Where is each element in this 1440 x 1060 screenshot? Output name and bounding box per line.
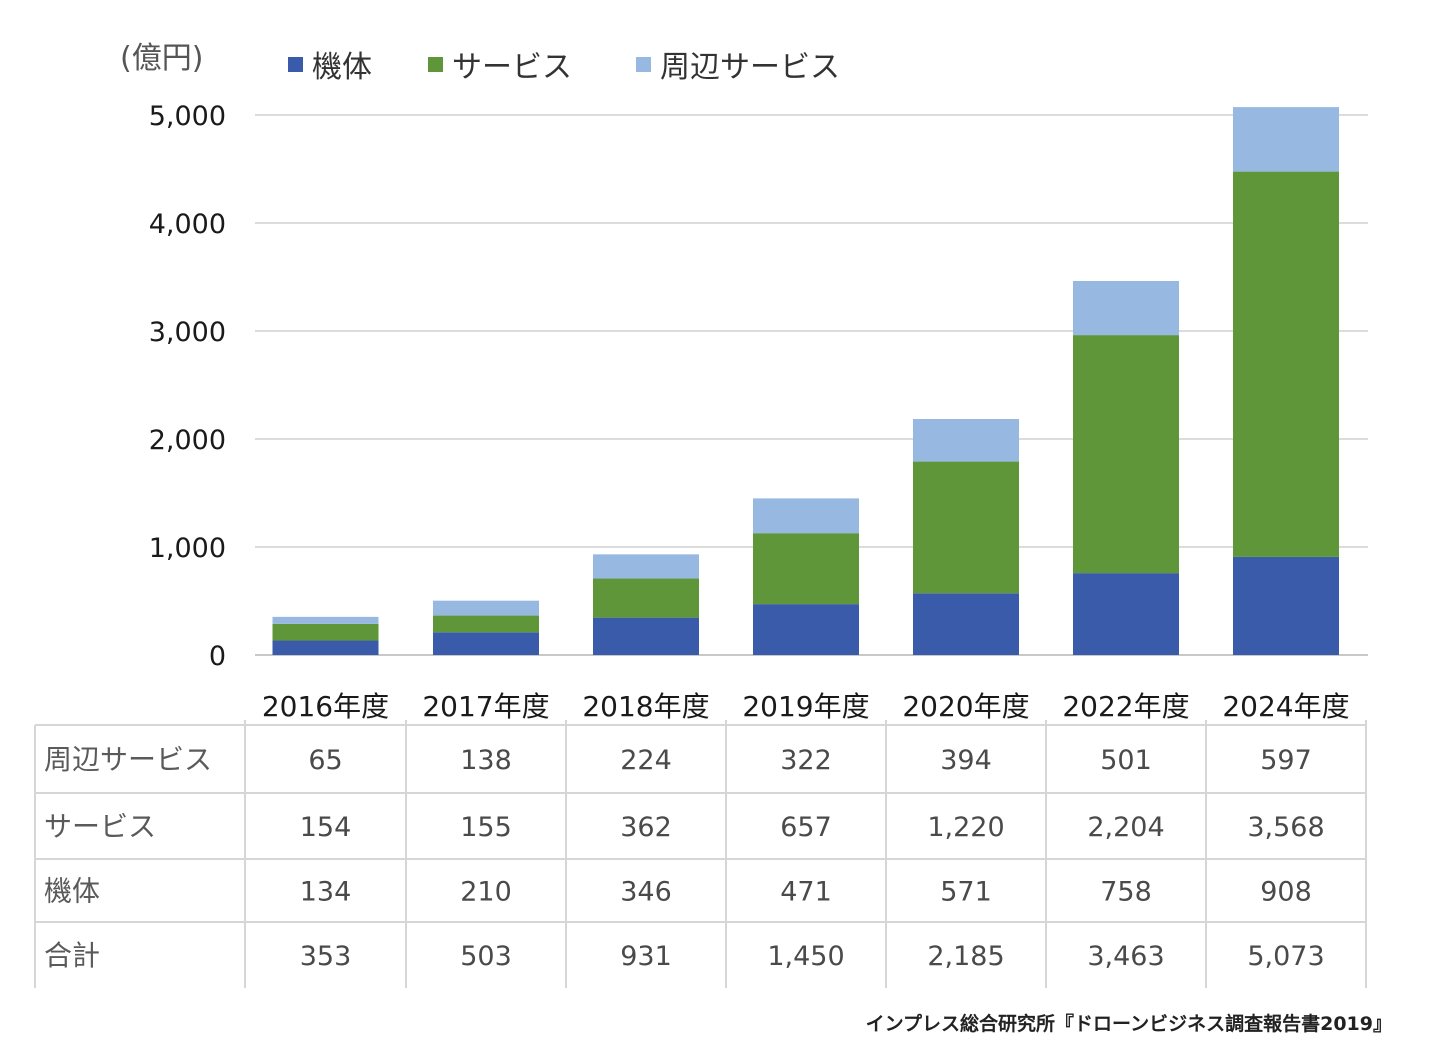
x-category-label: 2022年度 bbox=[1062, 690, 1189, 723]
table-cell: 224 bbox=[620, 745, 672, 776]
table-row-header: サービス bbox=[44, 810, 156, 843]
legend-swatch bbox=[288, 57, 303, 72]
table-row-header: 機体 bbox=[44, 875, 100, 908]
y-tick-label: 2,000 bbox=[149, 425, 226, 456]
table-cell: 210 bbox=[460, 877, 512, 908]
table-cell: 138 bbox=[460, 745, 512, 776]
x-category-label: 2018年度 bbox=[582, 690, 709, 723]
bar-segment bbox=[593, 554, 699, 579]
bar-segment bbox=[433, 615, 539, 633]
bar-segment bbox=[272, 623, 379, 641]
table-cell: 758 bbox=[1100, 877, 1152, 908]
y-tick-label: 0 bbox=[209, 641, 226, 672]
table-cell: 597 bbox=[1260, 745, 1312, 776]
bar-segment bbox=[1073, 573, 1179, 655]
table-cell: 2,204 bbox=[1087, 812, 1164, 843]
table-row-header: 周辺サービス bbox=[44, 743, 212, 776]
y-tick-label: 4,000 bbox=[149, 209, 226, 240]
bar-segment bbox=[913, 419, 1019, 462]
table-cell: 394 bbox=[940, 745, 992, 776]
bar-segment bbox=[1073, 335, 1179, 574]
x-category-label: 2019年度 bbox=[742, 690, 869, 723]
legend-label: サービス bbox=[452, 50, 572, 85]
y-axis-unit-label: (億円) bbox=[120, 41, 203, 76]
legend-swatch bbox=[636, 57, 651, 72]
table-cell: 1,450 bbox=[767, 941, 844, 972]
table-cell: 471 bbox=[780, 877, 832, 908]
bar-segment bbox=[753, 604, 859, 655]
table-cell: 503 bbox=[460, 941, 512, 972]
legend-swatch bbox=[428, 57, 443, 72]
table-cell: 657 bbox=[780, 812, 832, 843]
x-axis-categories: 2016年度 2017年度 2018年度 2019年度 2020年度 2022年度 2024… bbox=[262, 690, 1350, 723]
bar-segment bbox=[433, 600, 539, 616]
table-cell: 3,463 bbox=[1087, 941, 1164, 972]
y-tick-label: 3,000 bbox=[149, 317, 226, 348]
bar-segment bbox=[272, 640, 379, 655]
bar-segment bbox=[593, 617, 699, 655]
gridlines bbox=[255, 114, 1368, 656]
table-cell: 154 bbox=[300, 812, 352, 843]
bar-segment bbox=[1233, 107, 1339, 172]
bar-segment bbox=[753, 498, 859, 534]
bar-segment bbox=[1073, 280, 1179, 336]
bar-segment bbox=[433, 632, 539, 655]
y-axis-ticks: 0 1,000 2,000 3,000 4,000 5,000 bbox=[149, 101, 226, 672]
x-category-label: 2016年度 bbox=[262, 690, 389, 723]
bar-segment bbox=[753, 533, 859, 605]
table-cell: 3,568 bbox=[1247, 812, 1324, 843]
bar-segment bbox=[913, 593, 1019, 655]
y-tick-label: 1,000 bbox=[149, 533, 226, 564]
y-tick-label: 5,000 bbox=[149, 101, 226, 132]
bar-segment bbox=[593, 578, 699, 618]
x-category-label: 2017年度 bbox=[422, 690, 549, 723]
x-category-label: 2020年度 bbox=[902, 690, 1029, 723]
bars bbox=[272, 107, 1339, 655]
x-category-label: 2024年度 bbox=[1222, 690, 1349, 723]
bar-segment bbox=[272, 616, 379, 624]
table-cell: 362 bbox=[620, 812, 672, 843]
table-cell: 346 bbox=[620, 877, 672, 908]
bar-segment bbox=[1233, 171, 1339, 557]
table-cell: 5,073 bbox=[1247, 941, 1324, 972]
table-cell: 65 bbox=[308, 745, 342, 776]
legend: 機体 サービス 周辺サービス bbox=[288, 50, 840, 85]
bar-segment bbox=[1233, 556, 1339, 655]
bar-segment bbox=[913, 461, 1019, 594]
table-cell: 2,185 bbox=[927, 941, 1004, 972]
table-cell: 501 bbox=[1100, 745, 1152, 776]
source-citation: インプレス総合研究所『ドローンビジネス調査報告書2019』 bbox=[866, 1012, 1392, 1035]
table-cell: 134 bbox=[300, 877, 352, 908]
table-cell: 931 bbox=[620, 941, 672, 972]
table-cell: 1,220 bbox=[927, 812, 1004, 843]
legend-label: 周辺サービス bbox=[660, 50, 840, 85]
table-row-header: 合計 bbox=[44, 939, 100, 972]
table-cell: 353 bbox=[300, 941, 352, 972]
table-cell: 571 bbox=[940, 877, 992, 908]
legend-label: 機体 bbox=[312, 50, 372, 85]
table-cell: 908 bbox=[1260, 877, 1312, 908]
table-cell: 322 bbox=[780, 745, 832, 776]
table-cell: 155 bbox=[460, 812, 512, 843]
data-table: 周辺サービス 65 138 224 322 394 501 597 サービス 154 155 362 6… bbox=[34, 720, 1367, 988]
